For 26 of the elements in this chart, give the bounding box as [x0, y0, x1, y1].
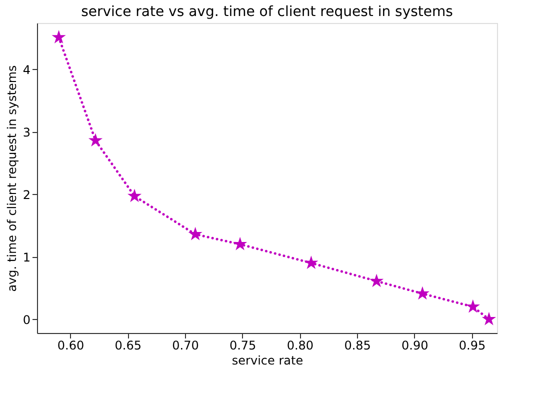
chart-title: service rate vs avg. time of client request in systems [81, 4, 453, 20]
point [88, 133, 103, 146]
x-tick-label: 0.75 [229, 338, 256, 352]
point [52, 30, 66, 44]
x-tick-label: 0.70 [172, 338, 199, 352]
x-tick-label: 0.85 [344, 338, 371, 352]
x-tick-label: 0.65 [114, 338, 142, 352]
point [415, 286, 430, 300]
y-tick-label: 0 [22, 312, 30, 327]
x-tick-label: 0.60 [57, 338, 84, 352]
point [466, 299, 480, 313]
point [482, 312, 496, 326]
y-tick-label: 1 [22, 250, 30, 264]
point [232, 236, 248, 250]
x-tick-label: 0.80 [286, 338, 314, 352]
point [370, 274, 384, 288]
y-axis-title: avg. time of client request in systems [4, 65, 19, 292]
point [188, 226, 202, 240]
y-tick-label: 4 [22, 62, 30, 77]
y-tick-label: 3 [22, 125, 30, 140]
point [304, 256, 318, 269]
point [127, 188, 142, 202]
x-axis-title: service rate [232, 354, 304, 368]
x-tick-label: 0.90 [402, 338, 428, 352]
y-tick-label: 2 [22, 188, 30, 202]
x-tick-label: 0.95 [458, 338, 486, 352]
